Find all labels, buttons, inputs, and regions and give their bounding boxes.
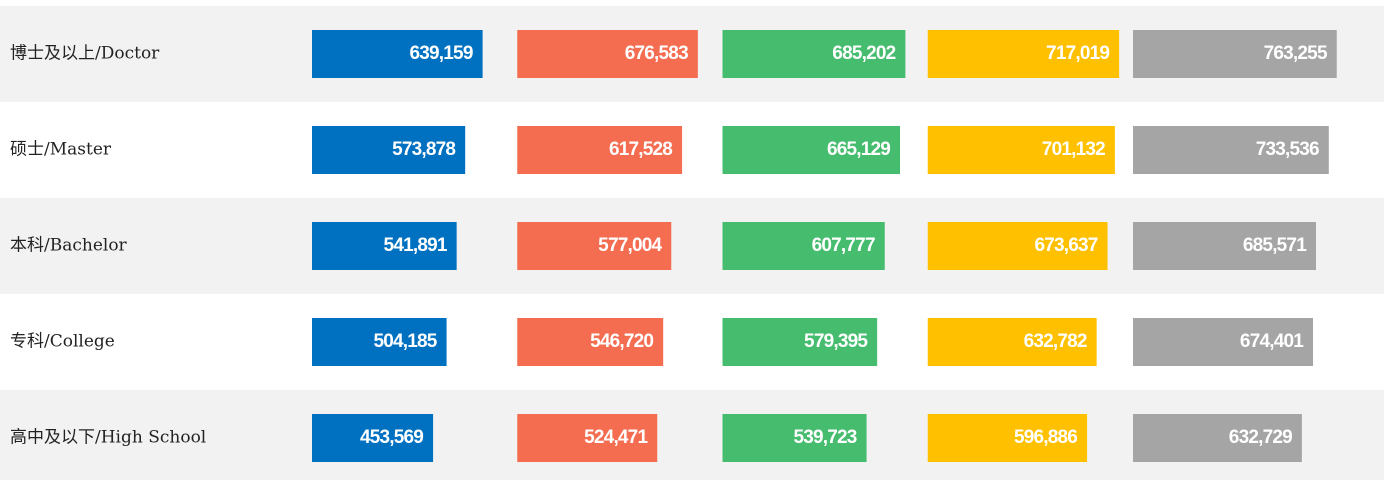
bar bbox=[517, 126, 683, 174]
value-label: 685,571 bbox=[1243, 235, 1307, 256]
value-label: 676,583 bbox=[625, 43, 688, 64]
bar bbox=[517, 222, 672, 270]
bar bbox=[927, 30, 1120, 78]
value-label: 617,528 bbox=[609, 139, 672, 160]
bar bbox=[1133, 222, 1316, 270]
category-label: 本科/Bachelor bbox=[10, 236, 128, 256]
value-label: 607,777 bbox=[812, 235, 875, 256]
bar bbox=[1133, 30, 1337, 78]
value-label: 573,878 bbox=[392, 139, 455, 160]
bar bbox=[312, 222, 457, 270]
category-label: 博士及以上/Doctor bbox=[10, 44, 160, 64]
category-label: 专科/College bbox=[10, 332, 115, 352]
bar bbox=[927, 222, 1108, 270]
bar bbox=[312, 318, 447, 366]
bar bbox=[722, 414, 867, 462]
bar bbox=[1133, 126, 1329, 174]
bar bbox=[927, 318, 1097, 366]
value-label: 701,132 bbox=[1042, 139, 1105, 160]
value-label: 596,886 bbox=[1014, 427, 1077, 448]
bar bbox=[517, 30, 698, 78]
value-label: 504,185 bbox=[373, 331, 437, 352]
bar bbox=[312, 126, 466, 174]
value-label: 674,401 bbox=[1240, 331, 1304, 352]
value-label: 453,569 bbox=[360, 427, 423, 448]
bar bbox=[517, 318, 664, 366]
bar bbox=[722, 318, 878, 366]
bar bbox=[312, 30, 483, 78]
category-label: 硕士/Master bbox=[10, 140, 112, 160]
bar bbox=[1133, 318, 1314, 366]
value-label: 632,782 bbox=[1024, 331, 1087, 352]
value-label: 541,891 bbox=[384, 235, 448, 256]
value-label: 673,637 bbox=[1034, 235, 1097, 256]
value-label: 546,720 bbox=[590, 331, 653, 352]
value-label: 524,471 bbox=[584, 427, 648, 448]
bar bbox=[722, 126, 901, 174]
value-label: 717,019 bbox=[1046, 43, 1109, 64]
value-label: 639,159 bbox=[410, 43, 473, 64]
bar bbox=[927, 414, 1088, 462]
bar bbox=[722, 30, 906, 78]
category-label: 高中及以下/High School bbox=[10, 428, 206, 448]
value-label: 665,129 bbox=[827, 139, 890, 160]
value-label: 579,395 bbox=[804, 331, 868, 352]
value-label: 539,723 bbox=[793, 427, 856, 448]
bar bbox=[722, 222, 885, 270]
value-label: 685,202 bbox=[832, 43, 895, 64]
bar bbox=[1133, 414, 1302, 462]
value-label: 763,255 bbox=[1264, 43, 1328, 64]
value-label: 577,004 bbox=[598, 235, 662, 256]
value-label: 733,536 bbox=[1256, 139, 1319, 160]
bar bbox=[927, 126, 1115, 174]
value-label: 632,729 bbox=[1229, 427, 1292, 448]
bar bbox=[517, 414, 658, 462]
bar bbox=[312, 414, 434, 462]
